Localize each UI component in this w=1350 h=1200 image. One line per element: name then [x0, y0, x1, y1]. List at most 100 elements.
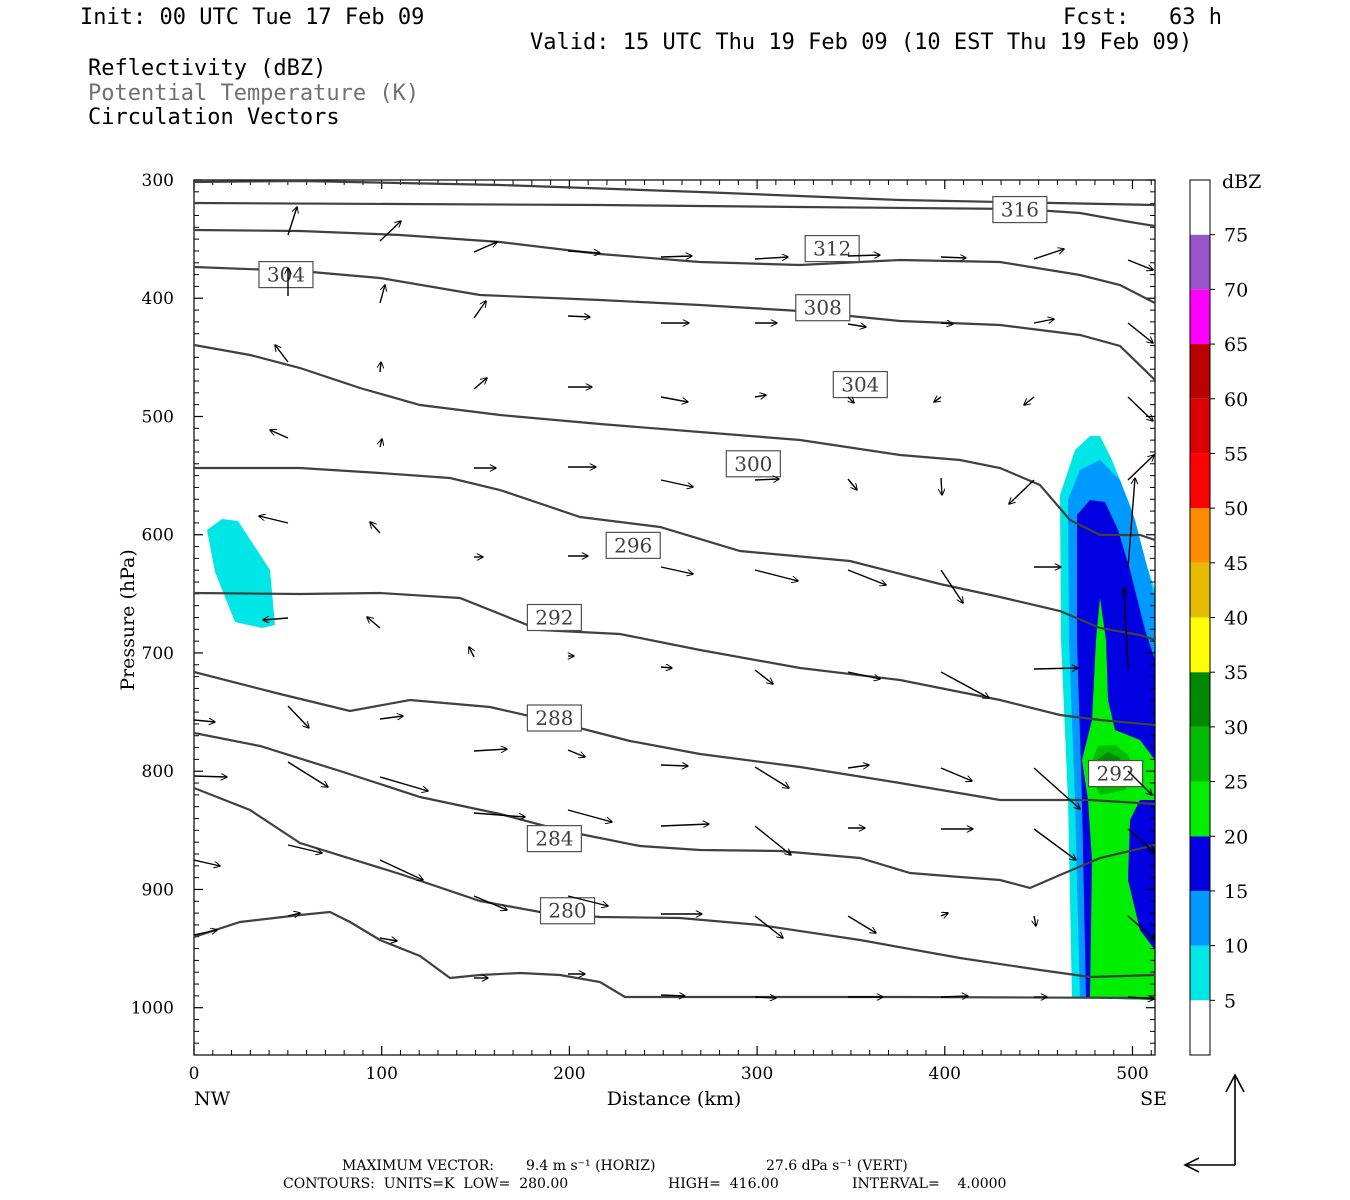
- vector: [754, 395, 766, 397]
- colorbar-segment: [1190, 672, 1210, 727]
- vector: [379, 285, 385, 304]
- vector: [660, 995, 685, 996]
- vector: [1034, 915, 1036, 926]
- contour-label: 288: [535, 706, 573, 730]
- contour-label-box: [725, 450, 781, 478]
- theta-contours: [194, 180, 1155, 1000]
- vector: [754, 825, 791, 855]
- colorbar-segment: [1190, 890, 1210, 946]
- vector: [259, 516, 289, 524]
- vector: [660, 566, 693, 574]
- vector: [1127, 828, 1154, 852]
- vector: [1033, 668, 1078, 669]
- contour-label-box: [832, 370, 888, 399]
- vector: [848, 397, 854, 403]
- y-tick-label: 900: [142, 880, 174, 900]
- vector: [379, 716, 403, 719]
- vector: [1127, 997, 1154, 999]
- vector: [1024, 396, 1035, 405]
- vector: [1127, 396, 1153, 421]
- contour-label: 308: [804, 296, 842, 320]
- y-tick-label: 400: [142, 289, 174, 309]
- vector: [275, 345, 289, 363]
- y-tick-label: 500: [142, 407, 174, 427]
- field-reflectivity-label: Reflectivity (dBZ): [88, 56, 327, 81]
- theta-contour-labels: 316 312 304 308 304 300 296 292 288 292 284 280: [258, 195, 1144, 925]
- vector: [287, 844, 322, 853]
- colorbar-level-label: 65: [1224, 334, 1248, 356]
- contour-label-box: [539, 897, 596, 925]
- theta-contour-4: [194, 265, 1155, 381]
- vector: [380, 439, 382, 448]
- vector: [1127, 770, 1152, 795]
- colorbar-level-label: 35: [1224, 662, 1248, 684]
- forecast-hour-label: Fcst: 63 h: [1063, 5, 1222, 30]
- contour-label-box: [1087, 759, 1144, 788]
- x-tick-label: 300: [741, 1064, 773, 1084]
- y-tick-label: 1000: [131, 999, 174, 1019]
- colorbar-segment: [1190, 508, 1210, 563]
- vector: [1127, 478, 1135, 569]
- contour-label-box: [992, 195, 1048, 224]
- contour-label-box: [526, 704, 582, 732]
- vector: [754, 997, 776, 998]
- axis-ticks: 0 100 200 300 400 500 300 400 500 600 700 800 900 100…: [131, 171, 1155, 1084]
- vector: [754, 915, 783, 938]
- contour-label-box: [605, 531, 661, 559]
- colorbar-level-label: 45: [1224, 553, 1248, 575]
- colorbar-level-label: 55: [1224, 443, 1248, 465]
- vector: [754, 669, 773, 684]
- vector: [1127, 322, 1153, 343]
- colorbar-segment: [1190, 562, 1210, 618]
- colorbar-segment: [1190, 781, 1210, 837]
- vector: [473, 749, 507, 751]
- refl-5-left-patch: [207, 519, 275, 628]
- vector: [473, 895, 507, 910]
- vector: [567, 251, 600, 253]
- vector: [287, 705, 309, 728]
- y-axis-label: Pressure (hPa): [117, 549, 139, 691]
- contour-label: 292: [535, 606, 573, 630]
- contour-info-high: HIGH= 416.00: [668, 1176, 779, 1192]
- vector: [754, 569, 798, 581]
- vector: [847, 569, 886, 585]
- x-tick-label: 0: [189, 1064, 200, 1084]
- contour-info-low: CONTOURS: UNITS=K LOW= 280.00: [283, 1176, 569, 1192]
- theta-contour-7: [194, 591, 1155, 727]
- x-tick-label: 100: [365, 1064, 397, 1084]
- vector: [1127, 455, 1154, 481]
- theta-contour-5: [194, 343, 1155, 542]
- theta-contour-9: [194, 731, 1155, 890]
- vector: [940, 323, 953, 324]
- vector: [567, 749, 585, 757]
- vector: [379, 221, 401, 242]
- field-vectors-label: Circulation Vectors: [88, 105, 340, 130]
- colorbar-level-label: 75: [1224, 225, 1248, 247]
- contour-label-box: [795, 294, 851, 322]
- vector: [847, 765, 869, 768]
- valid-time-label: Valid: 15 UTC Thu 19 Feb 09 (10 EST Thu …: [530, 30, 1193, 55]
- contour-label: 292: [1096, 762, 1134, 786]
- colorbar-level-label: 40: [1224, 608, 1248, 630]
- vector: [940, 996, 968, 997]
- colorbar-segment: [1190, 398, 1210, 454]
- max-vector-horiz: 9.4 m s⁻¹ (HORIZ): [526, 1158, 656, 1174]
- init-time-label: Init: 00 UTC Tue 17 Feb 09: [80, 5, 425, 30]
- contour-label: 296: [614, 533, 652, 557]
- theta-contour-3: [194, 228, 1155, 304]
- vector: [380, 362, 381, 373]
- reflectivity-shading: [207, 436, 1155, 1000]
- vector: [1127, 259, 1153, 270]
- vector: [194, 720, 215, 722]
- colorbar-segment: [1190, 289, 1210, 345]
- circulation-vectors: [194, 207, 1155, 999]
- x-end-label-right: SE: [1140, 1088, 1167, 1110]
- vector: [379, 938, 397, 941]
- y-tick-label: 700: [142, 644, 174, 664]
- vector: [847, 478, 857, 490]
- colorbar-level-label: 30: [1224, 717, 1248, 739]
- vector: [847, 255, 880, 256]
- contour-label-box: [526, 825, 582, 853]
- vector: [1009, 479, 1035, 504]
